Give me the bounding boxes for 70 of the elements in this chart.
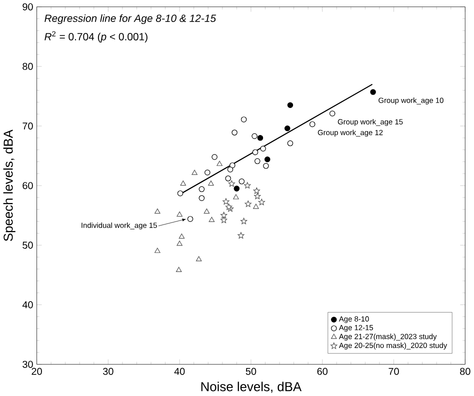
point bbox=[240, 218, 248, 224]
point bbox=[253, 204, 259, 209]
annotation: R$^{2}$ = 0.704 (p < 0.001) bbox=[44, 31, 148, 42]
point bbox=[176, 240, 182, 246]
point bbox=[253, 187, 260, 194]
point bbox=[329, 110, 336, 116]
x-tick-label: 60 bbox=[317, 368, 328, 375]
point bbox=[257, 135, 264, 141]
point bbox=[154, 248, 160, 253]
point bbox=[180, 180, 186, 186]
point bbox=[204, 208, 210, 214]
x-tick-label: 40 bbox=[174, 368, 185, 375]
point bbox=[252, 133, 258, 139]
point bbox=[208, 180, 214, 186]
point bbox=[258, 198, 265, 206]
point bbox=[252, 149, 258, 156]
point bbox=[260, 146, 266, 152]
point bbox=[238, 178, 245, 184]
point bbox=[254, 192, 261, 200]
point bbox=[287, 140, 294, 146]
point bbox=[208, 216, 215, 222]
y-tick-label: 70 bbox=[22, 122, 33, 130]
y-tick-label: 30 bbox=[22, 360, 33, 368]
point bbox=[198, 195, 205, 201]
point bbox=[232, 130, 238, 136]
point bbox=[177, 190, 184, 196]
point bbox=[176, 266, 182, 272]
y-tick-label: 50 bbox=[22, 242, 33, 249]
point bbox=[192, 170, 198, 175]
x-axis-title: Noise levels, dBA bbox=[201, 382, 302, 393]
point bbox=[198, 186, 205, 192]
point bbox=[240, 116, 247, 122]
y-tick-label: 80 bbox=[22, 62, 33, 70]
x-tick-label: 30 bbox=[103, 368, 114, 375]
point bbox=[187, 216, 194, 222]
point bbox=[230, 162, 236, 168]
point bbox=[309, 121, 316, 128]
point bbox=[154, 208, 160, 214]
point bbox=[227, 166, 234, 172]
point bbox=[204, 170, 210, 176]
point bbox=[244, 200, 252, 207]
point bbox=[370, 89, 376, 95]
y-tick-label: 40 bbox=[22, 301, 33, 308]
point bbox=[225, 176, 232, 182]
point bbox=[216, 160, 222, 166]
point bbox=[196, 256, 202, 262]
point bbox=[222, 198, 230, 205]
point bbox=[238, 232, 244, 238]
x-tick-label: 20 bbox=[32, 368, 42, 375]
y-tick-label: 90 bbox=[22, 3, 33, 10]
point bbox=[178, 234, 185, 239]
point bbox=[244, 182, 251, 188]
point bbox=[254, 158, 260, 164]
point bbox=[263, 163, 269, 169]
point bbox=[176, 211, 182, 217]
point bbox=[228, 180, 236, 187]
y-tick-label: 60 bbox=[22, 182, 33, 190]
x-tick-label: 50 bbox=[246, 368, 256, 375]
point bbox=[212, 154, 218, 160]
x-tick-label: 80 bbox=[460, 368, 470, 375]
point bbox=[220, 212, 228, 218]
point bbox=[234, 186, 240, 192]
point bbox=[233, 194, 239, 200]
point bbox=[264, 156, 270, 162]
point bbox=[220, 216, 228, 223]
x-tick-label: 70 bbox=[388, 368, 399, 375]
y-axis-title: Speech levels, dBA bbox=[3, 130, 16, 242]
point bbox=[287, 102, 294, 108]
point bbox=[284, 125, 290, 132]
annotation: Regression line for Age 8-10 & 12-15 bbox=[44, 14, 216, 24]
